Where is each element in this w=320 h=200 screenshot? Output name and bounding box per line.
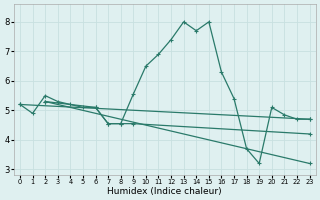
X-axis label: Humidex (Indice chaleur): Humidex (Indice chaleur) <box>108 187 222 196</box>
